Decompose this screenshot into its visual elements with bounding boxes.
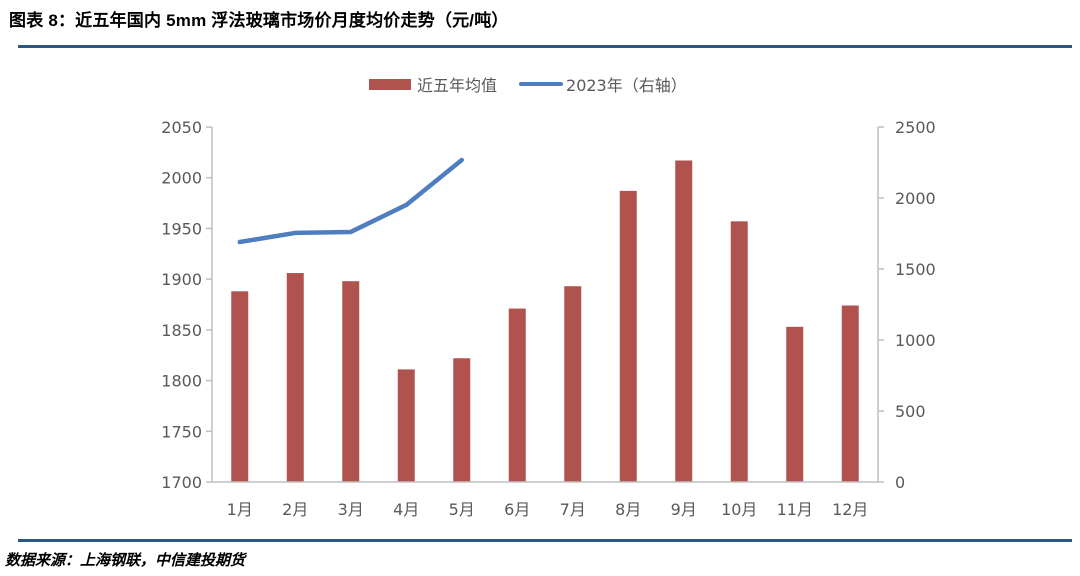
x-tick-label: 3月: [338, 500, 364, 519]
footer-divider: [18, 539, 1072, 542]
bar: [841, 305, 859, 482]
right-tick-label: 500: [895, 402, 926, 421]
x-tick-label: 8月: [615, 500, 641, 519]
header-divider: [18, 45, 1072, 48]
bar: [397, 369, 415, 482]
bar: [286, 273, 304, 482]
x-tick-label: 1月: [227, 500, 253, 519]
bar: [619, 190, 637, 482]
right-y-axis: 0 500 1000 1500 2000 2500: [877, 118, 936, 492]
right-tick-label: 0: [895, 473, 905, 492]
x-tick-label: 4月: [393, 500, 419, 519]
legend-line-label: 2023年（右轴）: [566, 76, 687, 95]
bar: [730, 221, 748, 483]
left-tick-label: 1950: [161, 219, 202, 238]
left-tick-label: 1700: [161, 473, 202, 492]
bar: [453, 358, 471, 482]
right-tick-label: 2000: [895, 189, 936, 208]
bar: [675, 160, 693, 482]
x-tick-label: 12月: [832, 500, 868, 519]
bar: [508, 308, 526, 482]
x-tick-label: 7月: [560, 500, 586, 519]
right-tick-label: 1000: [895, 331, 936, 350]
data-source: 数据来源：上海钢联，中信建投期货: [5, 552, 246, 569]
bar: [786, 326, 804, 482]
left-y-axis: 1700 1750 1800 1850 1900 1950 2000 2050: [161, 118, 213, 492]
left-tick-label: 1750: [161, 422, 202, 441]
bar: [564, 286, 582, 482]
left-tick-label: 1900: [161, 270, 202, 289]
x-tick-label: 5月: [449, 500, 475, 519]
legend-bar-label: 近五年均值: [417, 76, 498, 95]
right-tick-label: 1500: [895, 260, 936, 279]
left-tick-label: 2050: [161, 118, 202, 137]
x-tick-label: 2月: [282, 500, 308, 519]
left-tick-label: 2000: [161, 169, 202, 188]
line-series: [237, 157, 464, 245]
x-tick-label: 11月: [777, 500, 813, 519]
x-tick-label: 10月: [721, 500, 757, 519]
legend-bar-swatch: [369, 78, 411, 90]
x-tick-label: 6月: [504, 500, 530, 519]
x-axis: 1月 2月 3月 4月 5月 6月 7月 8月 9月 10月 11月 12月: [212, 481, 878, 519]
right-tick-label: 2500: [895, 118, 936, 137]
legend-line-swatch: [519, 82, 564, 86]
chart-title: 图表 8：近五年国内 5mm 浮法玻璃市场价月度均价走势（元/吨）: [9, 11, 509, 30]
left-tick-label: 1800: [161, 372, 202, 391]
chart-legend: 近五年均值 2023年（右轴）: [369, 72, 687, 96]
bar-series: [231, 160, 859, 483]
bar: [231, 291, 249, 482]
line-2023: [237, 157, 464, 245]
x-tick-label: 9月: [671, 500, 697, 519]
bar: [342, 281, 360, 482]
left-tick-label: 1850: [161, 321, 202, 340]
